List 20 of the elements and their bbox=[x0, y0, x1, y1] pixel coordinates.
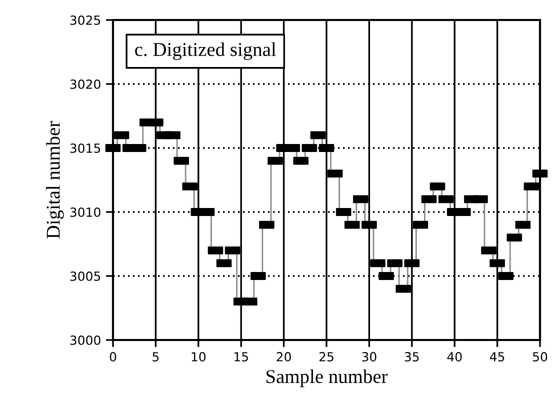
x-tick-label: 0 bbox=[110, 352, 116, 362]
x-tick-label: 35 bbox=[404, 352, 419, 362]
x-tick-label: 10 bbox=[192, 352, 206, 362]
y-tick-label: 3005 bbox=[70, 271, 100, 281]
x-axis-title: Sample number bbox=[266, 369, 388, 388]
y-tick-label: 3020 bbox=[70, 79, 100, 89]
x-tick-label: 15 bbox=[234, 352, 248, 362]
y-tick-label: 3025 bbox=[70, 15, 100, 25]
y-tick-label: 3015 bbox=[70, 143, 100, 153]
x-tick-label: 5 bbox=[152, 352, 159, 362]
x-tick-label: 30 bbox=[362, 352, 376, 362]
x-tick-label: 45 bbox=[490, 352, 504, 362]
y-axis-title: Digital number bbox=[46, 121, 64, 239]
x-tick-label: 25 bbox=[319, 352, 334, 362]
x-tick-label: 50 bbox=[533, 352, 548, 362]
x-tick-label: 20 bbox=[276, 352, 291, 362]
text: c. Digitized signal bbox=[135, 42, 276, 60]
y-tick-label: 3010 bbox=[70, 207, 100, 217]
x-tick-label: 40 bbox=[447, 352, 462, 362]
y-tick-label: 3000 bbox=[70, 335, 100, 345]
